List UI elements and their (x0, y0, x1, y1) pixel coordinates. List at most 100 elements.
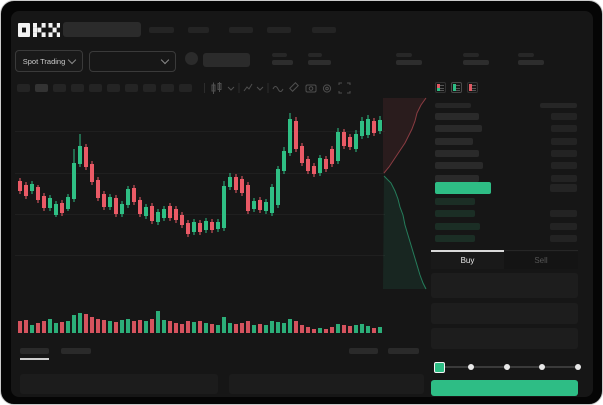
bid-price-row[interactable] (435, 222, 480, 230)
ask-price-row[interactable] (435, 125, 482, 133)
candle (114, 198, 118, 214)
volume-bar (174, 323, 178, 333)
candle (60, 203, 64, 213)
tab-buy[interactable]: Buy (431, 252, 504, 269)
volume-bar (48, 319, 52, 333)
volume-bar (294, 321, 298, 333)
volume-bar (180, 324, 184, 333)
candle (72, 163, 76, 199)
candle (222, 186, 226, 228)
candle (156, 212, 160, 222)
candle (378, 120, 382, 131)
candle-style-icon[interactable] (211, 82, 222, 94)
interval-button[interactable] (125, 84, 138, 92)
bottom-tab[interactable] (20, 348, 49, 354)
interval-button[interactable] (35, 84, 48, 92)
interval-button[interactable] (71, 84, 84, 92)
interval-button[interactable] (53, 84, 66, 92)
slider-step-dot[interactable] (539, 364, 545, 370)
bid-price-row[interactable] (435, 210, 475, 218)
interval-button[interactable] (161, 84, 174, 92)
candle (330, 149, 334, 164)
indicators-icon[interactable] (243, 83, 253, 92)
last-price-badge[interactable] (435, 182, 491, 194)
nav-item[interactable] (149, 27, 174, 33)
volume-bar (24, 320, 28, 333)
slider-step-dot[interactable] (468, 364, 474, 370)
price-field[interactable] (431, 273, 578, 298)
nav-item[interactable] (267, 27, 291, 33)
amount-field[interactable] (431, 303, 578, 324)
nav-item[interactable] (312, 27, 336, 33)
draw-icon[interactable] (289, 82, 299, 92)
settings-icon[interactable] (322, 84, 332, 93)
market-mode-dropdown[interactable]: Spot Trading (15, 50, 83, 72)
last-price-side-placeholder (550, 184, 577, 192)
tab-sell[interactable]: Sell (504, 252, 578, 269)
bid-price-row[interactable] (435, 234, 475, 242)
candle (252, 201, 256, 209)
search-input[interactable] (63, 22, 141, 37)
bottom-action-placeholder[interactable] (349, 348, 378, 354)
volume-bar (216, 325, 220, 333)
bottom-tab[interactable] (61, 348, 91, 354)
camera-icon[interactable] (305, 84, 317, 93)
volume-bar (72, 315, 76, 333)
fullscreen-icon[interactable] (338, 82, 351, 94)
total-field[interactable] (431, 328, 578, 349)
price-chart-canvas[interactable] (15, 97, 385, 339)
candle (324, 159, 328, 169)
book-bids-icon[interactable] (451, 82, 462, 93)
candle (246, 185, 250, 211)
volume-bar (264, 325, 268, 333)
line-tools-icon[interactable] (272, 86, 284, 92)
volume-bar (150, 319, 154, 333)
candle (48, 198, 52, 208)
bottom-tab-active-underline (20, 358, 49, 360)
bid-price-row[interactable] (435, 198, 475, 205)
chevron-down-icon[interactable] (227, 86, 235, 91)
depth-asks-line (383, 97, 427, 174)
interval-button[interactable] (17, 84, 30, 92)
candle (90, 164, 94, 182)
interval-button[interactable] (179, 84, 192, 92)
volume-bar (210, 324, 214, 333)
stat-label-placeholder (272, 53, 287, 57)
ask-amount-placeholder (551, 125, 577, 133)
interval-button[interactable] (143, 84, 156, 92)
volume-bar (204, 323, 208, 333)
slider-handle[interactable] (434, 362, 445, 373)
nav-item[interactable] (188, 27, 209, 33)
bottom-action-placeholder[interactable] (388, 348, 419, 354)
volume-bar (18, 321, 22, 333)
book-asks-icon[interactable] (467, 82, 478, 93)
book-both-icon[interactable] (435, 82, 446, 93)
ask-price-row[interactable] (435, 137, 473, 145)
stat-label-placeholder (518, 53, 534, 57)
okx-logo[interactable] (18, 23, 60, 37)
nav-item[interactable] (229, 27, 253, 33)
volume-bar (102, 320, 106, 333)
volume-bar (282, 323, 286, 333)
slider-step-dot[interactable] (504, 364, 510, 370)
ask-price-row[interactable] (435, 162, 483, 170)
pair-selector-dropdown[interactable] (89, 51, 176, 72)
candle (306, 159, 310, 171)
depth-chart[interactable] (383, 97, 429, 291)
chevron-down-icon[interactable] (256, 86, 264, 91)
buy-submit-button[interactable] (431, 380, 578, 396)
volume-bar (192, 322, 196, 333)
interval-button[interactable] (89, 84, 102, 92)
slider-step-dot[interactable] (575, 364, 581, 370)
volume-bar (324, 329, 328, 333)
toolbar-divider (204, 83, 205, 93)
candle (42, 196, 46, 208)
ask-price-row[interactable] (435, 174, 479, 182)
candle (300, 146, 304, 163)
interval-button[interactable] (107, 84, 120, 92)
volume-bar (186, 321, 190, 333)
ask-price-row[interactable] (435, 149, 479, 157)
pair-name-placeholder (203, 53, 250, 67)
ask-price-row[interactable] (435, 113, 479, 120)
